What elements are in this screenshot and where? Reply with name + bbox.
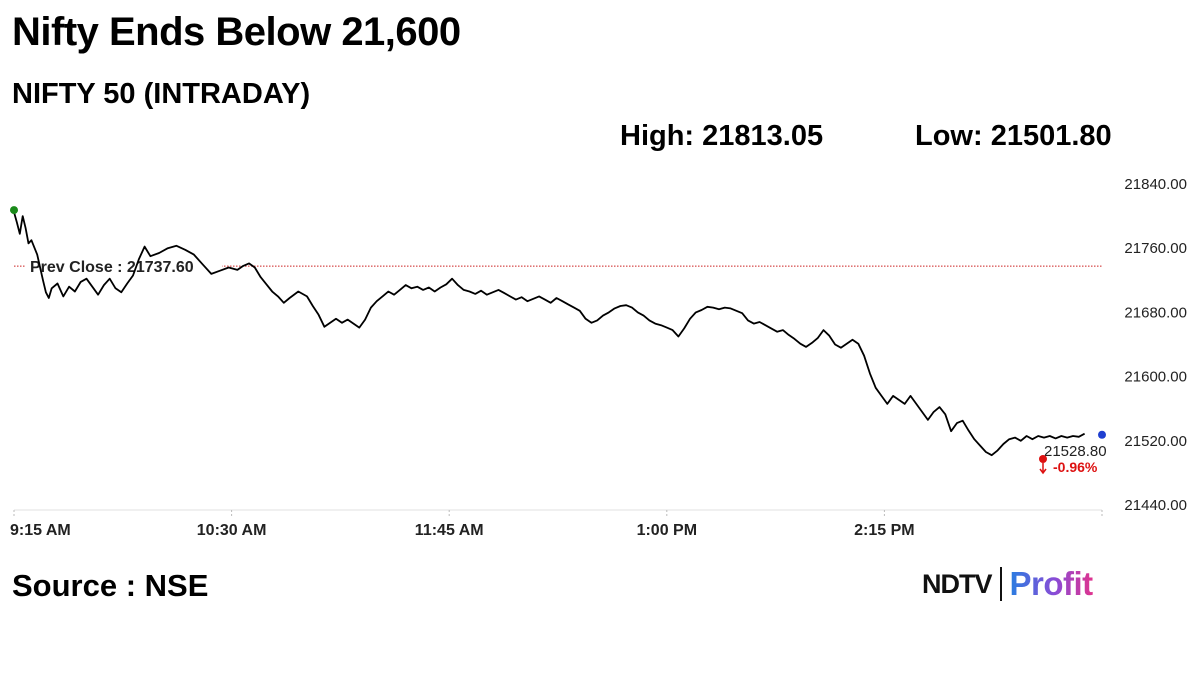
y-tick-label: 21600.00	[1124, 369, 1187, 386]
intraday-line-chart: 21840.00 21760.00 21680.00 21600.00 21520.00…	[10, 176, 1187, 539]
change-marker-dot	[1039, 455, 1047, 463]
chart-subtitle: NIFTY 50 (INTRADAY)	[12, 78, 311, 110]
change-label: -0.96%	[1053, 459, 1098, 475]
last-marker	[1098, 430, 1106, 439]
x-tick-label: 9:15 AM	[10, 522, 71, 539]
y-tick-label: 21680.00	[1124, 304, 1187, 321]
prev-close-label-bg	[26, 256, 222, 277]
y-tick-label: 21440.00	[1124, 497, 1187, 514]
x-tick-label: 1:00 PM	[637, 522, 697, 539]
logo-divider	[999, 567, 1002, 601]
open-marker	[10, 206, 18, 215]
day-high: High: 21813.05	[620, 120, 824, 152]
logo-ndtv-text: NDTV	[922, 568, 992, 599]
x-tick-label: 10:30 AM	[197, 522, 267, 539]
source-note: Source : NSE	[12, 568, 209, 603]
x-tick-label: 11:45 AM	[415, 522, 484, 539]
logo-profit-text: Profit	[1009, 565, 1094, 602]
ndtv-profit-logo: NDTV Profit	[922, 564, 1093, 604]
y-tick-label: 21520.00	[1124, 433, 1187, 450]
x-tick-label: 2:15 PM	[854, 522, 914, 539]
down-arrow-icon	[1039, 463, 1047, 475]
nifty-price-line	[13, 211, 1086, 457]
y-tick-label: 21760.00	[1124, 240, 1187, 257]
last-value-label: 21528.80	[1044, 443, 1107, 460]
y-tick-label: 21840.00	[1124, 176, 1187, 193]
day-low: Low: 21501.80	[915, 120, 1112, 152]
headline: Nifty Ends Below 21,600	[12, 10, 461, 54]
prev-close-label: Prev Close : 21737.60	[30, 259, 194, 276]
